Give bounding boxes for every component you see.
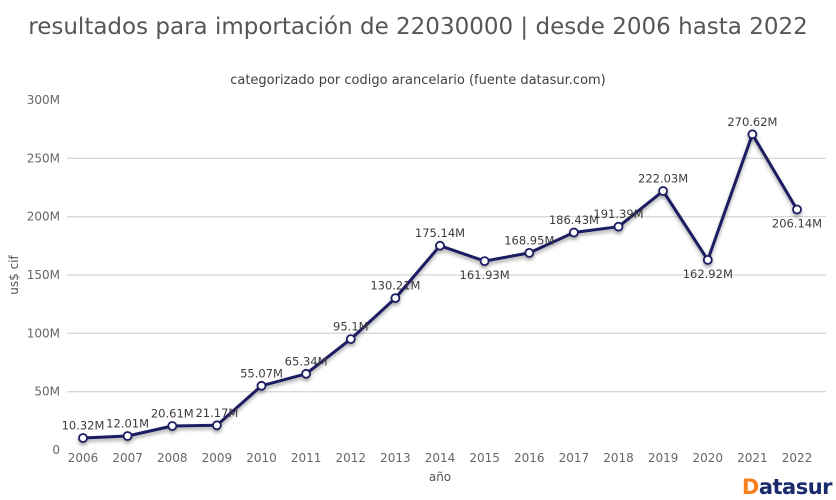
datasur-logo-d: D: [741, 475, 759, 499]
data-point-2008[interactable]: [167, 421, 178, 431]
data-point-2020[interactable]: [702, 254, 713, 265]
data-point-2019[interactable]: [658, 186, 668, 196]
data-label-2016: 168.95M: [504, 233, 554, 247]
y-tick-150M: 150M: [27, 268, 60, 282]
chart-title: resultados para importación de 22030000 …: [28, 14, 808, 40]
x-tick-2014: 2014: [425, 451, 456, 465]
x-tick-2008: 2008: [157, 451, 188, 465]
data-label-2013: 130.21M: [370, 279, 420, 293]
data-point-2022[interactable]: [792, 204, 802, 215]
y-tick-300M: 300M: [27, 93, 60, 107]
x-tick-2011: 2011: [291, 451, 322, 465]
x-tick-2018: 2018: [603, 451, 634, 465]
data-point-2007[interactable]: [122, 431, 133, 441]
x-tick-2013: 2013: [380, 451, 411, 465]
y-tick-0: 0: [52, 443, 60, 457]
data-point-2006[interactable]: [78, 433, 88, 443]
data-label-2011: 65.34M: [285, 354, 328, 368]
series-group: [78, 129, 802, 443]
data-label-2022: 206.14M: [772, 217, 822, 231]
data-point-2017[interactable]: [569, 227, 579, 238]
datasur-logo: Datasur: [741, 475, 833, 499]
data-label-2018: 191.39M: [593, 207, 643, 221]
data-point-2013[interactable]: [390, 293, 401, 304]
data-label-2012: 95.1M: [333, 320, 369, 334]
data-label-2008: 20.61M: [151, 407, 194, 421]
y-axis-title: us$ cif: [7, 254, 21, 294]
data-label-2009: 21.17M: [195, 406, 238, 420]
data-point-2014[interactable]: [435, 240, 445, 251]
data-point-2012[interactable]: [345, 334, 356, 345]
data-point-2010[interactable]: [256, 380, 267, 391]
data-point-2015[interactable]: [479, 256, 490, 267]
x-tick-2012: 2012: [336, 451, 367, 465]
data-label-2015: 161.93M: [460, 268, 510, 282]
x-tick-2006: 2006: [68, 451, 99, 465]
data-label-2021: 270.62M: [727, 115, 777, 129]
series-line: [81, 132, 799, 440]
x-axis-title: año: [429, 470, 451, 484]
x-tick-2017: 2017: [559, 451, 590, 465]
datasur-logo-text: atasur: [758, 475, 833, 499]
x-tick-2015: 2015: [469, 451, 500, 465]
data-point-2009[interactable]: [211, 420, 222, 431]
data-label-2014: 175.14M: [415, 226, 465, 240]
y-tick-50M: 50M: [34, 385, 60, 399]
x-tick-2016: 2016: [514, 451, 545, 465]
y-tick-200M: 200M: [27, 210, 60, 224]
data-point-2016[interactable]: [524, 247, 535, 258]
x-tick-2010: 2010: [246, 451, 277, 465]
data-point-2018[interactable]: [613, 221, 624, 232]
x-tick-2020: 2020: [693, 451, 724, 465]
data-label-2017: 186.43M: [549, 213, 599, 227]
x-tick-2021: 2021: [737, 451, 768, 465]
y-tick-100M: 100M: [27, 326, 60, 340]
x-tick-2007: 2007: [112, 451, 143, 465]
chart-subtitle: categorizado por codigo arancelario (fue…: [230, 73, 606, 88]
x-tick-2009: 2009: [202, 451, 233, 465]
x-tick-2019: 2019: [648, 451, 679, 465]
x-tick-2022: 2022: [782, 451, 813, 465]
data-label-2010: 55.07M: [240, 366, 283, 380]
data-label-2007: 12.01M: [106, 417, 149, 431]
data-point-2021[interactable]: [747, 129, 758, 140]
data-label-2006: 10.32M: [62, 419, 105, 433]
data-label-2020: 162.92M: [683, 267, 733, 281]
data-label-2019: 222.03M: [638, 172, 688, 186]
y-tick-250M: 250M: [27, 151, 60, 165]
data-point-2011[interactable]: [301, 368, 312, 379]
